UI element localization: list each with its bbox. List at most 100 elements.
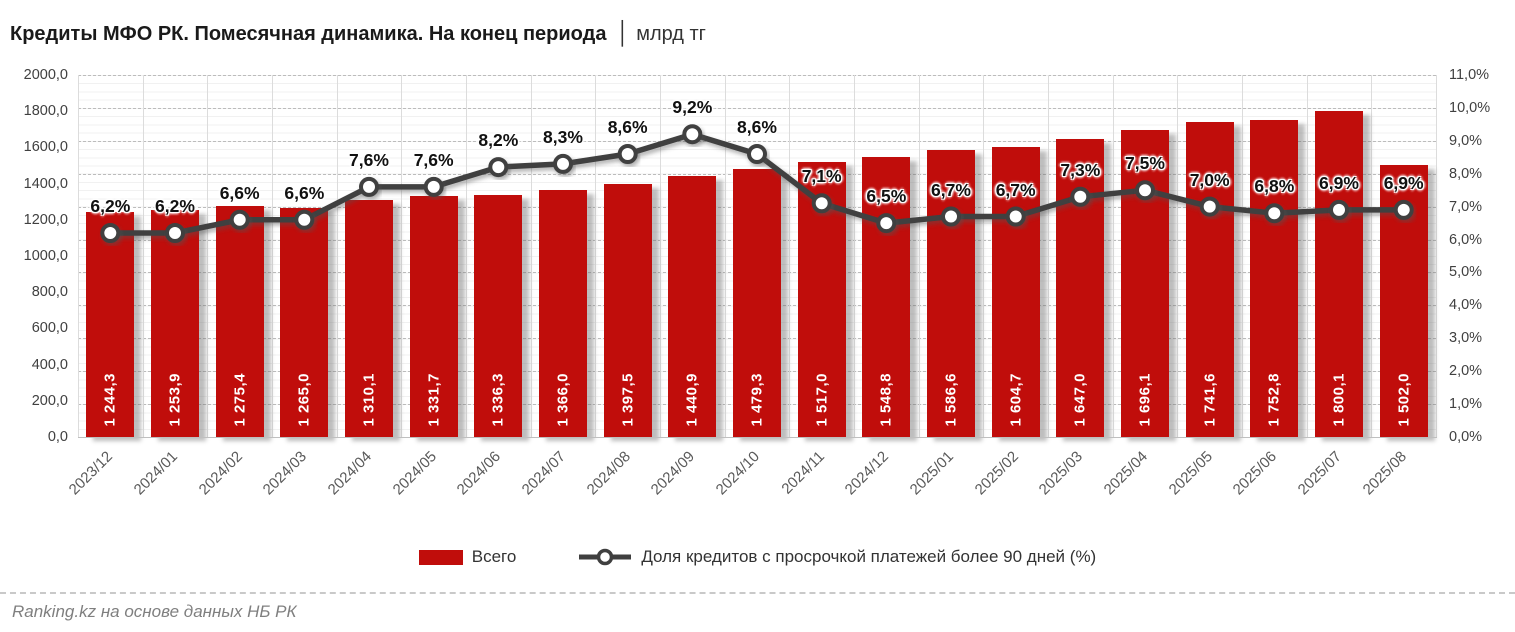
x-axis-line xyxy=(78,437,1437,438)
chart-title-unit: млрд тг xyxy=(636,23,706,45)
title-separator: │ xyxy=(616,20,631,45)
line-marker xyxy=(100,223,121,243)
y-axis-left-tick: 1000,0 xyxy=(23,248,68,264)
line-point-label: 8,3% xyxy=(543,126,583,147)
line-marker xyxy=(1199,196,1220,217)
y-axis-right-tick: 6,0% xyxy=(1449,231,1483,248)
y-axis-right-tick: 5,0% xyxy=(1449,264,1483,281)
category-separator xyxy=(142,75,144,437)
line-point-label: 6,9% xyxy=(1319,172,1359,193)
bar: 1 253,9 xyxy=(151,210,199,437)
chart-title-main: Кредиты МФО РК. Помесячная динамика. На … xyxy=(10,23,607,45)
y-axis-left-tick: 1600,0 xyxy=(23,139,68,156)
x-axis-tick: 2025/05 xyxy=(1165,448,1216,499)
gridline-major xyxy=(78,75,1436,76)
y-axis-left-tick: 800,0 xyxy=(31,284,68,301)
line-point-label: 6,2% xyxy=(155,195,195,216)
bar: 1 800,1 xyxy=(1315,111,1363,437)
bar: 1 604,7 xyxy=(991,146,1040,437)
x-axis-tick: 2024/09 xyxy=(647,448,699,499)
legend-item-total: Всего xyxy=(418,547,517,567)
line-point-label: 6,2% xyxy=(90,195,131,216)
category-separator xyxy=(530,75,532,437)
y-axis-right-tick: 4,0% xyxy=(1449,297,1483,314)
line-point-label: 6,6% xyxy=(219,182,260,203)
category-separator xyxy=(918,75,920,437)
y-axis-left-tick: 1200,0 xyxy=(23,211,68,228)
bar: 1 265,0 xyxy=(280,208,329,437)
bar: 1 331,7 xyxy=(409,195,458,437)
y-axis-right-tick: 10,0% xyxy=(1449,99,1491,116)
line-marker xyxy=(811,193,832,214)
category-separator xyxy=(1436,75,1437,437)
x-axis-tick: 2024/04 xyxy=(324,448,376,499)
bar: 1 310,1 xyxy=(345,199,393,437)
x-axis-tick: 2024/01 xyxy=(130,448,182,499)
y-axis-right-tick: 8,0% xyxy=(1449,165,1483,182)
bar: 1 244,3 xyxy=(86,211,135,437)
y-axis-left-tick: 1400,0 xyxy=(23,175,68,192)
line-point-label: 7,6% xyxy=(349,149,389,170)
category-separator xyxy=(1242,75,1243,437)
bar: 1 479,3 xyxy=(733,169,781,437)
category-separator xyxy=(1177,75,1179,437)
category-separator xyxy=(660,75,661,437)
line-marker xyxy=(1264,203,1285,224)
x-axis-tick: 2024/03 xyxy=(259,448,311,499)
x-axis-tick: 2024/08 xyxy=(583,448,634,499)
y-axis-right-tick: 2,0% xyxy=(1449,363,1483,380)
line-point-label: 6,7% xyxy=(931,179,971,200)
line-marker xyxy=(1135,180,1155,201)
line-point-label: 6,8% xyxy=(1254,176,1295,197)
category-separator xyxy=(595,75,597,437)
category-separator xyxy=(1112,75,1114,437)
bar: 1 752,8 xyxy=(1250,119,1299,437)
legend-bar-swatch xyxy=(418,549,463,565)
bar: 1 366,0 xyxy=(539,189,587,437)
legend: Всего Доля кредитов с просрочкой платеже… xyxy=(0,540,1515,574)
line-point-label: 6,7% xyxy=(995,179,1036,200)
chart-title: Кредиты МФО РК. Помесячная динамика. На … xyxy=(10,20,706,46)
line-marker xyxy=(617,144,638,164)
legend-line-label: Доля кредитов с просрочкой платежей боле… xyxy=(641,547,1097,566)
line-marker xyxy=(1329,199,1349,220)
line-point-label: 6,6% xyxy=(284,182,325,203)
x-axis-tick: 2025/03 xyxy=(1035,448,1087,499)
category-separator xyxy=(1048,75,1049,437)
gridline-major xyxy=(78,140,1436,142)
x-axis-tick: 2025/01 xyxy=(906,448,958,499)
x-axis-tick: 2025/08 xyxy=(1359,448,1410,499)
source-note: Ranking.kz на основе данных НБ РК xyxy=(12,602,297,621)
y-axis-left-tick: 2000,0 xyxy=(23,67,68,83)
bar: 1 548,8 xyxy=(862,156,911,437)
y-axis-left-tick: 1800,0 xyxy=(23,103,68,120)
line-marker xyxy=(1005,206,1026,227)
line-marker xyxy=(1393,199,1414,220)
category-separator xyxy=(1371,75,1373,437)
legend-line-marker-icon xyxy=(579,548,632,566)
y-axis-left-tick: 0,0 xyxy=(47,429,68,445)
line-marker xyxy=(682,124,703,145)
y-axis-right-tick: 11,0% xyxy=(1449,67,1490,83)
category-separator xyxy=(854,75,855,437)
line-point-label: 7,1% xyxy=(801,166,842,187)
x-axis-tick: 2023/12 xyxy=(65,448,117,499)
legend-item-overdue-share: Доля кредитов с просрочкой платежей боле… xyxy=(578,547,1096,567)
y-axis-right-tick: 7,0% xyxy=(1449,198,1483,215)
bar: 1 275,4 xyxy=(215,206,264,437)
x-axis-tick: 2025/06 xyxy=(1229,448,1281,499)
y-axis-right-tick: 1,0% xyxy=(1449,396,1483,413)
line-marker xyxy=(553,153,573,174)
legend-bar-label: Всего xyxy=(471,547,517,566)
x-axis-tick: 2025/07 xyxy=(1294,448,1346,499)
line-marker xyxy=(941,206,961,227)
y-axis-left-tick: 600,0 xyxy=(31,320,68,337)
line-marker xyxy=(1070,186,1091,207)
x-axis-tick: 2024/06 xyxy=(453,448,505,499)
category-separator xyxy=(724,75,726,437)
x-axis-tick: 2024/07 xyxy=(518,448,570,499)
line-marker xyxy=(423,176,444,197)
overdue-share-line xyxy=(100,124,1414,243)
bar: 1 741,6 xyxy=(1185,121,1234,437)
bar: 1 336,3 xyxy=(474,195,523,437)
